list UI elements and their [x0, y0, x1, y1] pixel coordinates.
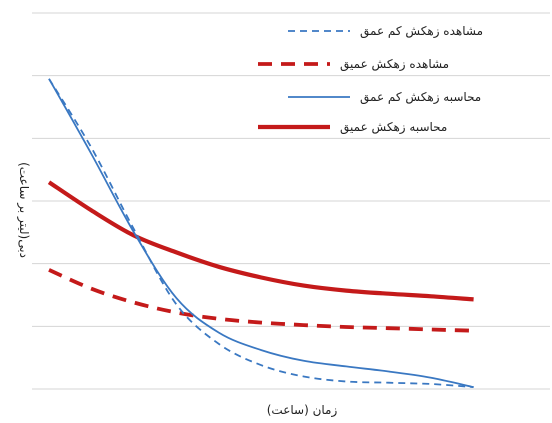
- legend: مشاهده زهکش کم عمق مشاهده زهکش عمیق محاس…: [258, 24, 483, 135]
- grid: [32, 12, 550, 390]
- y-axis-label: دبی(لیتر بر ساعت): [16, 162, 31, 258]
- series-line-4: [47, 180, 474, 302]
- x-axis-label: زمان (ساعت): [267, 403, 338, 418]
- legend-label-series-2: مشاهده زهکش عمیق: [340, 57, 449, 72]
- legend-label-series-4: محاسبه زهکش عمیق: [340, 120, 447, 135]
- series-line-3: [48, 78, 474, 388]
- series-line-2: [48, 268, 474, 333]
- legend-label-series-3: محاسبه زهکش کم عمق: [360, 90, 481, 105]
- legend-label-series-1: مشاهده زهکش کم عمق: [360, 24, 483, 39]
- series-lines: [47, 78, 474, 388]
